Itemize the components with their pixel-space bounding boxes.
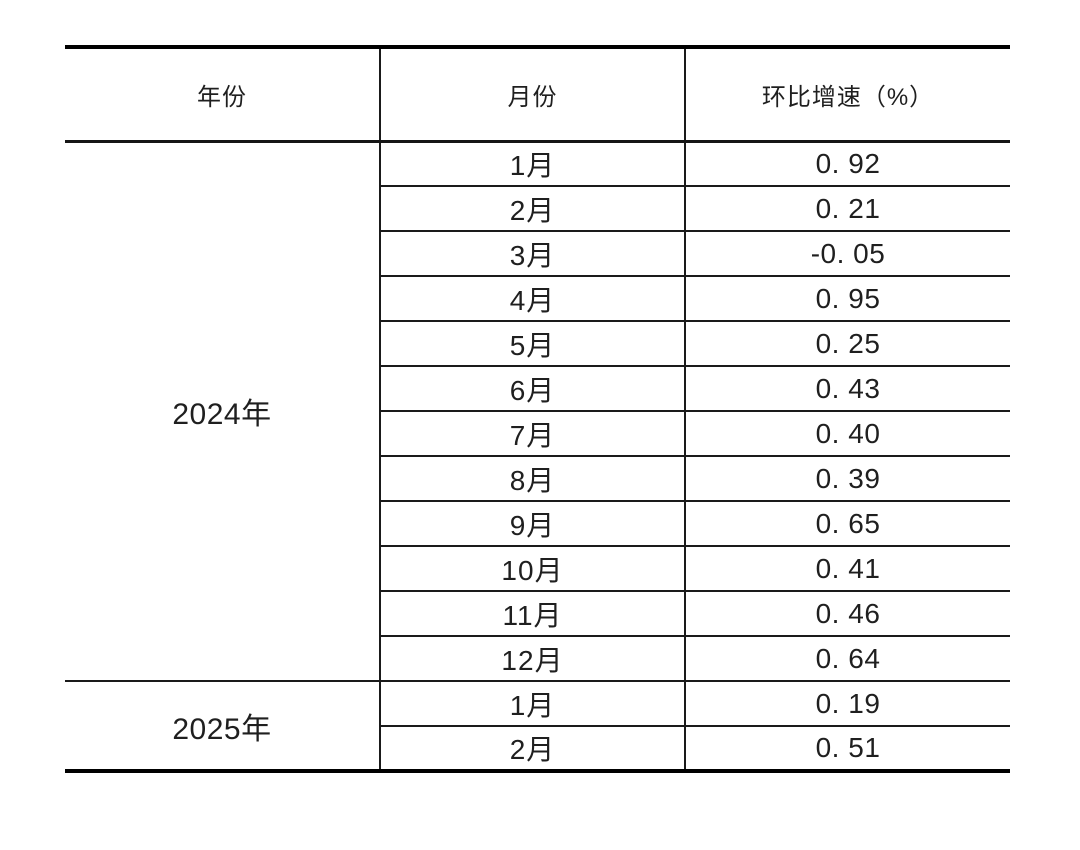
growth-value-cell: 0. 41 [685, 546, 1010, 592]
month-cell: 1月 [379, 141, 686, 187]
table-row: 3月 -0. 05 [65, 231, 1010, 277]
year-cell-2025: 2025年 [65, 681, 380, 771]
month-cell: 5月 [379, 321, 686, 367]
table-row: 7月 0. 40 [65, 411, 1010, 457]
growth-value-cell: 0. 39 [685, 456, 1010, 502]
month-cell: 2月 [379, 726, 686, 771]
month-cell: 4月 [379, 276, 686, 322]
table-row: 10月 0. 41 [65, 546, 1010, 592]
growth-value-cell: -0. 05 [685, 231, 1010, 277]
growth-value-cell: 0. 21 [685, 186, 1010, 232]
month-cell: 10月 [379, 546, 686, 592]
column-header-month: 月份 [379, 47, 686, 143]
month-cell: 12月 [379, 636, 686, 682]
table-row: 2月 0. 51 [65, 726, 1010, 771]
growth-value-cell: 0. 40 [685, 411, 1010, 457]
growth-value-cell: 0. 25 [685, 321, 1010, 367]
month-cell: 11月 [379, 591, 686, 637]
growth-value-cell: 0. 92 [685, 141, 1010, 187]
growth-value-cell: 0. 64 [685, 636, 1010, 682]
table-row: 6月 0. 43 [65, 366, 1010, 412]
table-row: 11月 0. 46 [65, 591, 1010, 637]
month-cell: 2月 [379, 186, 686, 232]
growth-rate-table: 年份 月份 环比增速（%） 2024年 1月 0. 92 2月 0. 21 3月… [65, 45, 1010, 773]
column-header-year: 年份 [65, 47, 380, 143]
table-row: 2024年 1月 0. 92 [65, 141, 1010, 682]
growth-value-cell: 0. 51 [685, 726, 1010, 771]
growth-value-cell: 0. 19 [685, 681, 1010, 727]
table-row: 9月 0. 65 [65, 501, 1010, 547]
table-row: 2月 0. 21 [65, 186, 1010, 232]
header-row: 年份 月份 环比增速（%） [65, 47, 1010, 143]
table-row: 2025年 1月 0. 19 [65, 681, 1010, 771]
growth-value-cell: 0. 46 [685, 591, 1010, 637]
month-cell: 9月 [379, 501, 686, 547]
growth-value-cell: 0. 65 [685, 501, 1010, 547]
table-row: 12月 0. 64 [65, 636, 1010, 682]
growth-value-cell: 0. 43 [685, 366, 1010, 412]
table-row: 8月 0. 39 [65, 456, 1010, 502]
year-cell-2024: 2024年 [65, 141, 380, 682]
month-cell: 1月 [379, 681, 686, 727]
growth-value-cell: 0. 95 [685, 276, 1010, 322]
table-row: 5月 0. 25 [65, 321, 1010, 367]
month-cell: 7月 [379, 411, 686, 457]
month-cell: 6月 [379, 366, 686, 412]
month-cell: 3月 [379, 231, 686, 277]
month-cell: 8月 [379, 456, 686, 502]
column-header-growth: 环比增速（%） [685, 47, 1010, 143]
table-row: 4月 0. 95 [65, 276, 1010, 322]
